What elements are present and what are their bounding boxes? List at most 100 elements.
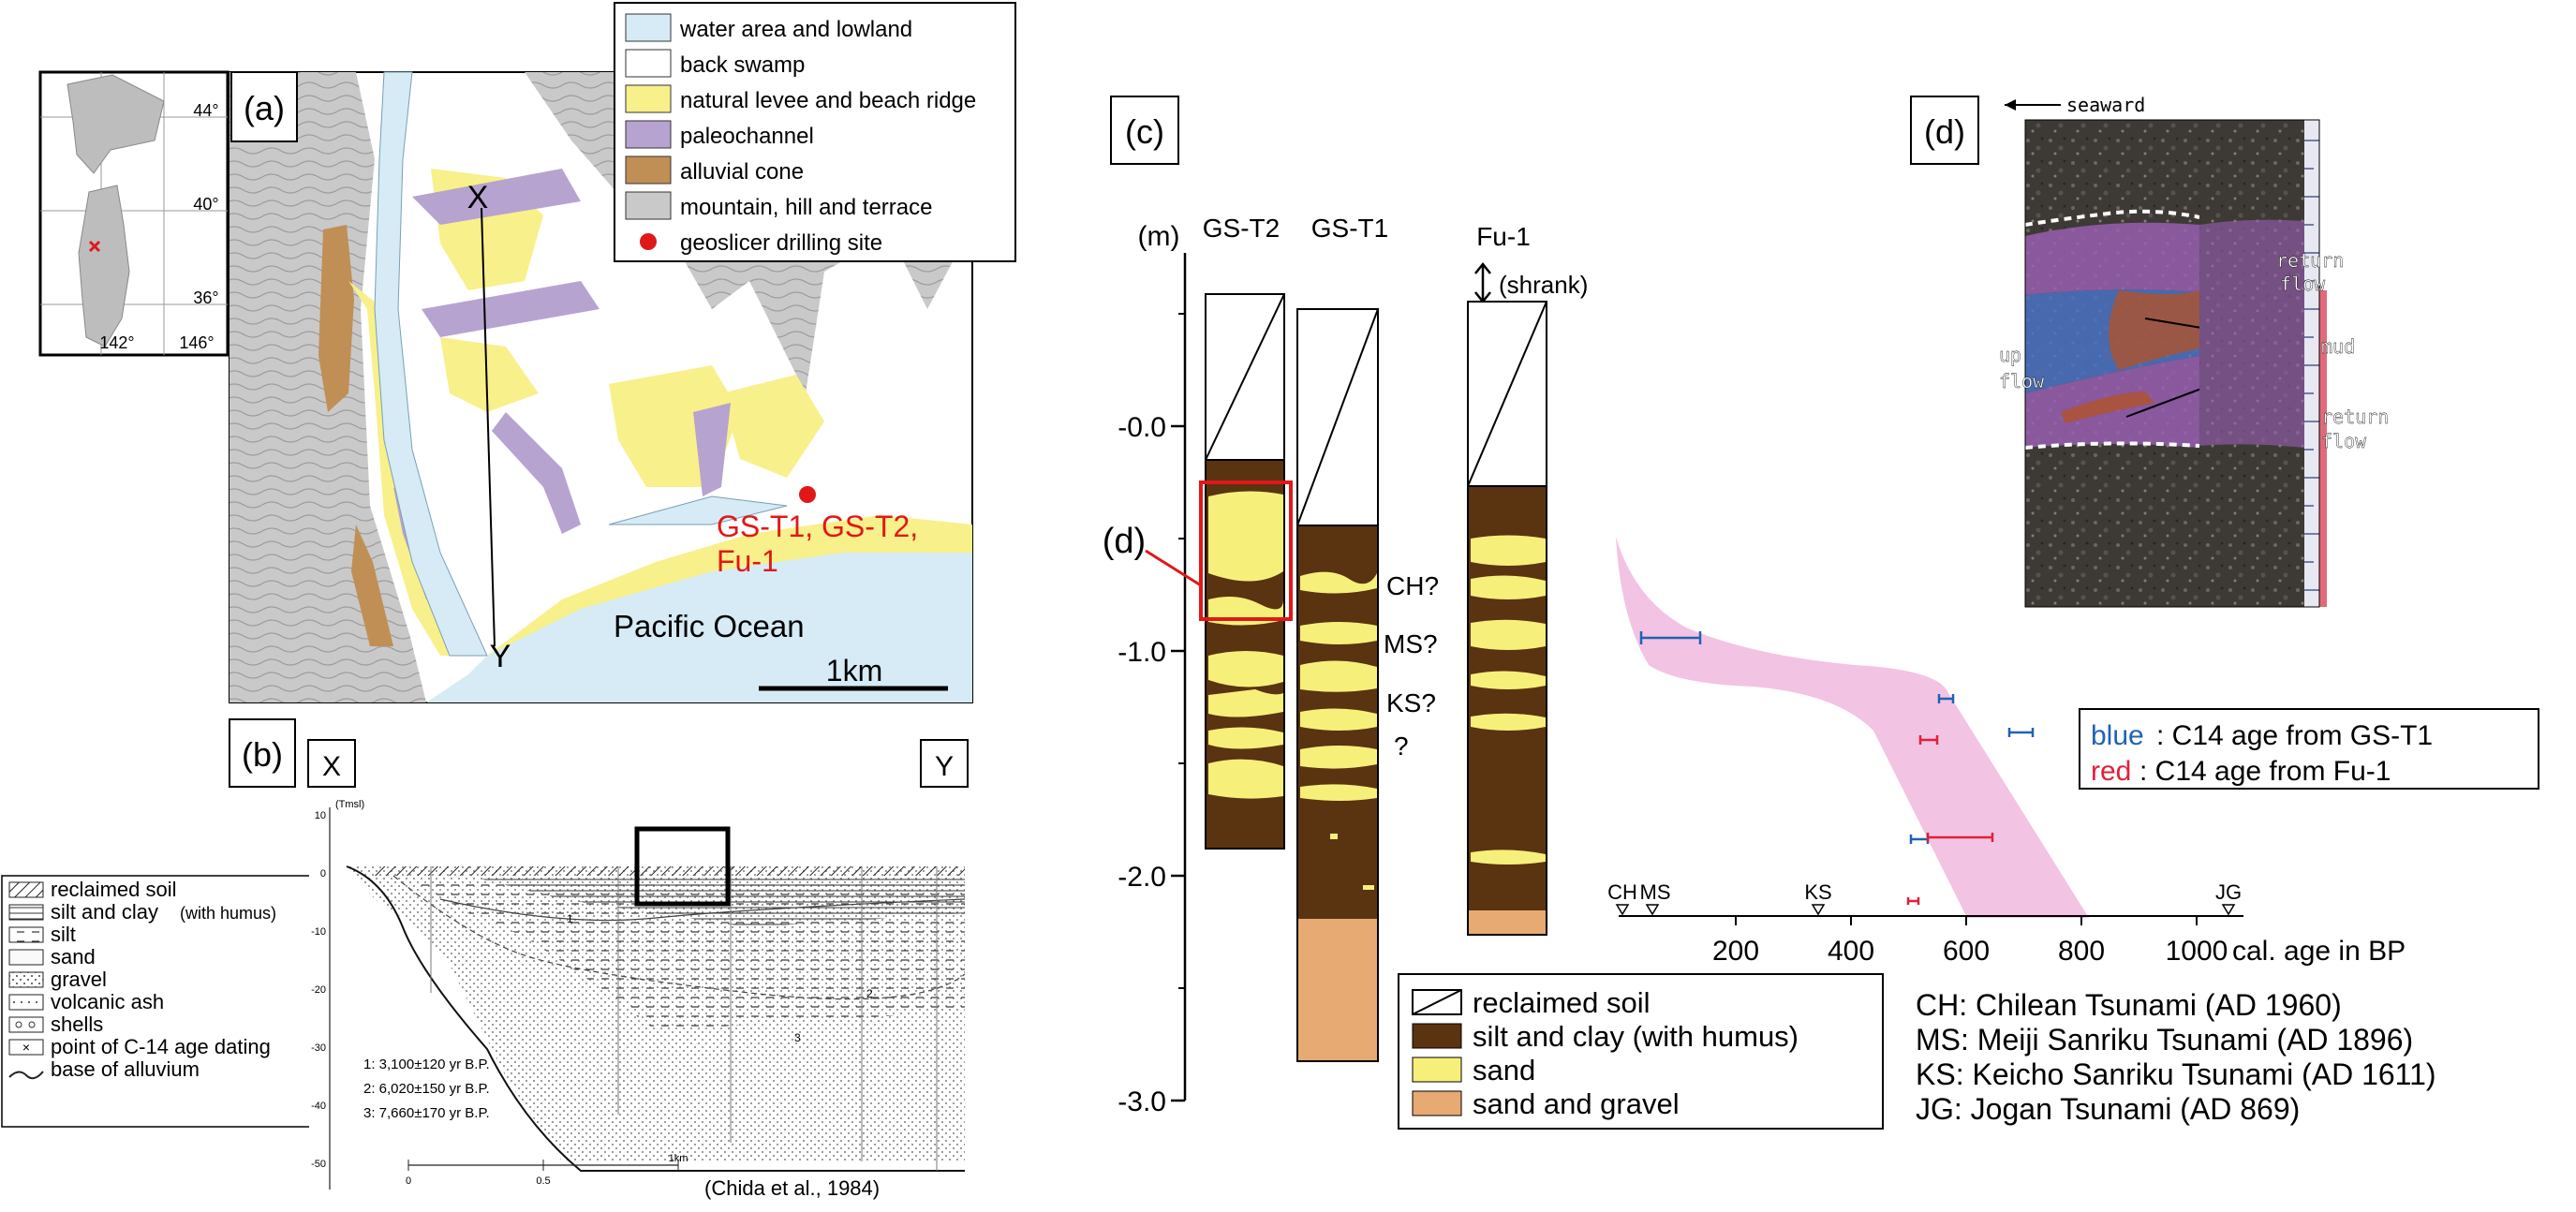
- age-chart: 200 400 600 800 1000 cal. age in BP CH M…: [1607, 537, 2406, 967]
- sec-legend-base-alluvium: base of alluvium: [51, 1057, 200, 1081]
- core-photograph: [2024, 119, 2327, 608]
- age-tick-200: 200: [1712, 936, 1759, 967]
- depth-tick-0: -0.0: [1118, 412, 1166, 443]
- core-title-gs-t1: GS-T1: [1311, 214, 1388, 243]
- sec-legend-reclaimed: reclaimed soil: [51, 878, 177, 901]
- legend-water: water area and lowland: [679, 17, 912, 42]
- inset-lat-44: 44°: [193, 101, 218, 120]
- return-flow-top-2: flow: [2280, 273, 2326, 295]
- age-tick-1000: 1000: [2166, 936, 2228, 967]
- panel-d-label: (d): [1924, 112, 1965, 151]
- sec-axis-unit: (Tmsl): [335, 799, 364, 810]
- depth-unit: (m): [1138, 221, 1180, 252]
- core-legend-sand: sand: [1473, 1054, 1535, 1086]
- sec-legend-silt-clay: silt and clay: [51, 900, 158, 924]
- sec-point-1: 1: [567, 912, 573, 925]
- sec-point-3: 3: [794, 1031, 801, 1044]
- return-flow-bot-1: return: [2321, 406, 2389, 428]
- core-title-gs-t2: GS-T2: [1203, 214, 1280, 243]
- inset-lon-142: 142°: [99, 333, 134, 352]
- panel-b: (b) X Y × reclaimed soil silt and clay (…: [1, 718, 974, 1200]
- core-legend-silt-clay: silt and clay (with humus): [1473, 1020, 1799, 1053]
- sec-dist-1km: 1km: [669, 1153, 688, 1164]
- age-tick-600: 600: [1943, 936, 1990, 967]
- sec-legend-c14-point: point of C-14 age dating: [51, 1035, 271, 1058]
- event-unknown: ?: [1394, 732, 1409, 761]
- sec-legend-sand: sand: [51, 945, 96, 968]
- sec-depth-m20: -20: [311, 984, 326, 996]
- sec-depth-10: 10: [315, 810, 326, 821]
- c14-legend: blue : C14 age from GS-T1 red : C14 age …: [2079, 708, 2539, 790]
- legend-levee: natural levee and beach ridge: [680, 88, 976, 113]
- section-legend: × reclaimed soil silt and clay (with hum…: [1, 875, 312, 1128]
- sec-depth-0: 0: [320, 868, 326, 879]
- panel-a-label: (a): [244, 89, 285, 127]
- panel-c-label: (c): [1125, 112, 1164, 151]
- sec-date-3: 3: 7,660±170 yr B.P.: [363, 1105, 490, 1121]
- depth-tick-1: -1.0: [1118, 637, 1166, 668]
- site-label-fu1: Fu-1: [717, 544, 778, 578]
- mark-ks: KS: [1804, 880, 1831, 904]
- legend-mountain: mountain, hill and terrace: [680, 195, 932, 220]
- sec-dist-05: 0.5: [536, 1175, 550, 1187]
- age-envelope: [1616, 537, 2089, 918]
- age-axis-unit: cal. age in BP: [2232, 936, 2406, 967]
- tsunami-def-jg: JG: Jogan Tsunami (AD 869): [1916, 1092, 2300, 1126]
- age-tick-800: 800: [2058, 936, 2105, 967]
- core-fu-1: [1467, 301, 1547, 936]
- sec-date-1: 1: 3,100±120 yr B.P.: [363, 1057, 490, 1072]
- mark-jg: JG: [2215, 880, 2242, 904]
- inset-locator-map: 44° 40° 36° 142° 146°: [38, 70, 229, 357]
- legend-paleochannel: paleochannel: [680, 124, 814, 149]
- section-x-label: X: [322, 751, 341, 782]
- map-point-x: X: [467, 180, 489, 215]
- sec-legend-humus: (with humus): [180, 904, 276, 923]
- panel-d: (d) seaward: [1910, 94, 2389, 608]
- seaward-label: seaward: [2066, 94, 2145, 116]
- ocean-label: Pacific Ocean: [614, 609, 805, 643]
- shrank-note: (shrank): [1499, 271, 1588, 299]
- c14-legend-red-key: red: [2091, 756, 2131, 787]
- sec-point-2: 2: [866, 987, 873, 1000]
- panel-b-label: (b): [242, 735, 283, 774]
- c14-legend-blue-text: : C14 age from GS-T1: [2156, 720, 2433, 751]
- panel-a: 44° 40° 36° 142° 146°: [38, 2, 1016, 703]
- tsunami-def-ms: MS: Meiji Sanriku Tsunami (AD 1896): [1916, 1023, 2413, 1057]
- depth-tick-3: -3.0: [1118, 1086, 1166, 1117]
- core-gs-t1: [1296, 308, 1379, 1062]
- event-ch: CH?: [1386, 571, 1439, 600]
- c14-legend-red-text: : C14 age from Fu-1: [2139, 756, 2391, 787]
- sec-legend-silt: silt: [51, 923, 76, 946]
- tsunami-def-ch: CH: Chilean Tsunami (AD 1960): [1916, 988, 2342, 1022]
- map-legend: water area and lowland back swamp natura…: [614, 2, 1016, 262]
- return-flow-top-1: return: [2276, 249, 2344, 272]
- up-flow-2: flow: [1999, 370, 2045, 392]
- sec-depth-m40: -40: [311, 1101, 326, 1112]
- depth-axis: (m) -0.0 -1.0 -2.0 -3.0: [1118, 221, 1187, 1117]
- core-title-fu-1: Fu-1: [1476, 222, 1531, 251]
- core-legend-sand-gravel: sand and gravel: [1473, 1087, 1680, 1120]
- section-citation: (Chida et al., 1984): [704, 1176, 880, 1200]
- map-point-y: Y: [490, 639, 511, 674]
- c14-red-bars: [1906, 735, 1994, 905]
- callout-d-label: (d): [1103, 522, 1146, 561]
- up-flow-1: up: [1999, 344, 2021, 366]
- legend-drilling-site: geoslicer drilling site: [680, 230, 882, 256]
- return-flow-bot-2: flow: [2321, 430, 2367, 452]
- svg-text:×: ×: [22, 1040, 30, 1055]
- section-highlight-box: [634, 826, 731, 907]
- drilling-site-marker: [799, 486, 816, 503]
- cross-section: (Tmsl) 10 0 -10 -20 -30 -40 -50 1: [309, 796, 974, 1200]
- tsunami-def-ks: KS: Keicho Sanriku Tsunami (AD 1611): [1916, 1057, 2436, 1091]
- event-ks: KS?: [1386, 688, 1436, 717]
- inset-lon-146: 146°: [179, 333, 214, 352]
- sec-legend-volcanic-ash: volcanic ash: [51, 990, 164, 1013]
- core-gs-t2: [1205, 293, 1285, 850]
- core-legend: reclaimed soil silt and clay (with humus…: [1398, 973, 1884, 1130]
- mark-ms: MS: [1640, 880, 1671, 904]
- depth-tick-2: -2.0: [1118, 862, 1166, 893]
- sec-depth-m30: -30: [311, 1042, 326, 1054]
- sec-legend-gravel: gravel: [51, 968, 107, 991]
- panel-c: (c) (m) -0.0 -1.0 -2.0 -3.0 GS-T2 GS-T1 …: [1103, 96, 2539, 1130]
